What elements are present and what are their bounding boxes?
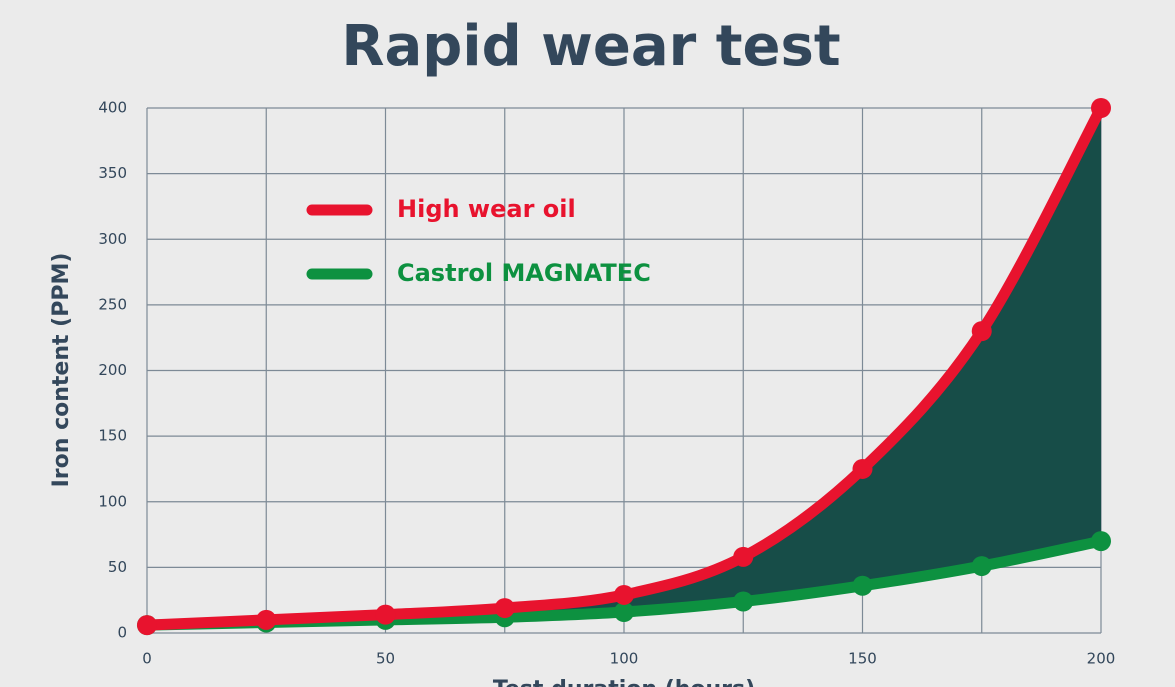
x-tick-label: 150 bbox=[848, 650, 877, 668]
y-tick-label: 150 bbox=[98, 427, 127, 445]
data-point bbox=[256, 609, 277, 630]
y-tick-label: 200 bbox=[98, 361, 127, 379]
y-axis-label: Iron content (PPM) bbox=[49, 253, 74, 488]
y-tick-label: 300 bbox=[98, 230, 127, 248]
data-point bbox=[494, 598, 515, 619]
x-axis-label: Test duration (hours) bbox=[493, 677, 755, 687]
x-tick-label: 200 bbox=[1087, 650, 1116, 668]
y-tick-label: 350 bbox=[98, 164, 127, 182]
data-point bbox=[137, 615, 157, 636]
data-point bbox=[971, 321, 992, 342]
data-point bbox=[733, 546, 754, 567]
chart-title: Rapid wear test bbox=[341, 14, 840, 79]
data-point bbox=[852, 575, 873, 596]
data-point bbox=[852, 458, 873, 479]
y-tick-label: 0 bbox=[117, 624, 127, 642]
x-tick-label: 50 bbox=[376, 650, 395, 668]
data-point bbox=[1091, 531, 1111, 552]
data-point bbox=[375, 604, 396, 625]
y-tick-label: 250 bbox=[98, 295, 127, 313]
area-between bbox=[147, 108, 1101, 626]
data-point bbox=[614, 602, 634, 622]
legend-label: Castrol MAGNATEC bbox=[397, 259, 651, 287]
data-point bbox=[971, 556, 992, 577]
x-tick-label: 0 bbox=[142, 650, 152, 668]
data-point bbox=[733, 591, 754, 612]
y-tick-label: 400 bbox=[98, 99, 127, 117]
y-tick-label: 50 bbox=[108, 558, 127, 576]
legend-label: High wear oil bbox=[397, 195, 576, 223]
data-point bbox=[1091, 98, 1111, 118]
x-tick-label: 100 bbox=[610, 650, 639, 668]
y-tick-label: 100 bbox=[98, 492, 127, 510]
data-point bbox=[614, 584, 634, 605]
